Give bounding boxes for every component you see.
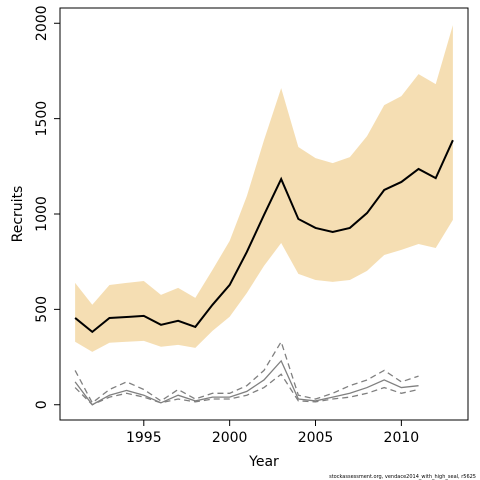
series-line [74,359,419,406]
series-line [74,340,419,404]
x-axis-label: Year [248,454,279,470]
x-tick-label: 2010 [384,430,420,446]
y-tick-label: 1500 [34,101,50,137]
y-tick-label: 2000 [34,5,50,41]
x-tick-label: 1995 [126,430,162,446]
y-tick-label: 1000 [34,196,50,232]
series-line [74,139,454,334]
series-line [74,373,419,406]
footer: stockassessment.org, vendace2014_with_hi… [329,474,476,480]
x-tick-label: 2000 [212,430,248,446]
x-tick-label: 2005 [298,430,334,446]
confidence-band [75,25,453,352]
y-tick-label: 500 [34,296,50,323]
y-axis-label: Recruits [10,186,26,243]
y-tick-label: 0 [34,400,50,409]
